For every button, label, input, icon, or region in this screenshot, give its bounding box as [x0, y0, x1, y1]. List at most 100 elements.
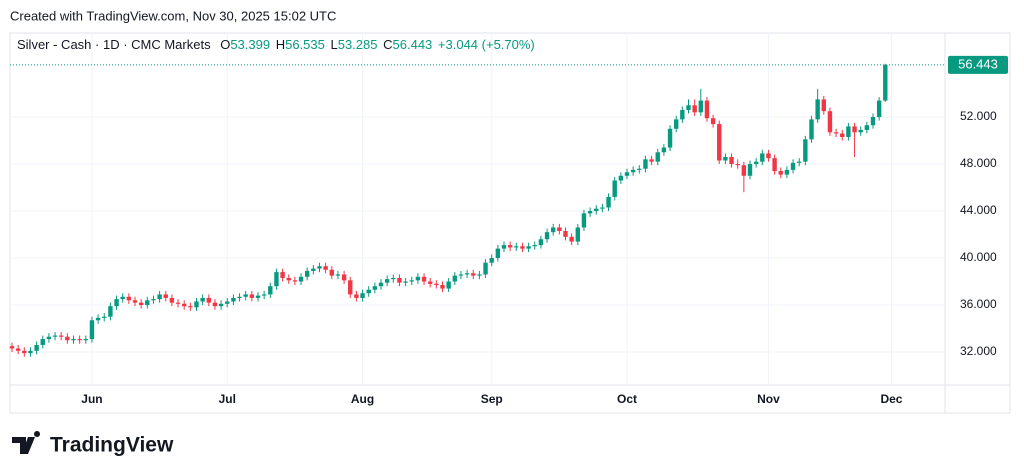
candle-body — [464, 273, 470, 275]
y-tick-label: 40.000 — [960, 250, 997, 264]
candle-body — [630, 169, 636, 173]
candle-body — [624, 172, 630, 176]
logo: TradingView — [12, 430, 174, 457]
candle-body — [65, 336, 70, 341]
candle-body — [28, 350, 33, 354]
candle-body — [594, 208, 599, 212]
y-tick-label: 48.000 — [960, 156, 997, 170]
candle-body — [15, 348, 21, 351]
candle-body — [200, 297, 205, 302]
candle-body — [169, 297, 175, 303]
candle-body — [188, 306, 193, 308]
candle-body — [557, 227, 562, 231]
candle-body — [797, 161, 802, 163]
last-price-label: 56.443 — [958, 56, 998, 71]
candle-body — [323, 266, 328, 270]
candle-body — [858, 129, 863, 133]
candle-body — [409, 280, 414, 282]
candle-body — [311, 268, 316, 271]
candle-body — [680, 109, 685, 120]
candle-body — [686, 105, 691, 110]
candle-body — [710, 118, 716, 125]
candle-body — [440, 285, 445, 289]
candle-body — [643, 159, 648, 169]
candle-body — [249, 294, 255, 298]
candle-body — [575, 227, 580, 242]
candle-body — [827, 111, 833, 133]
candle-body — [378, 282, 384, 287]
candle-body — [182, 303, 187, 307]
last-price-tag — [948, 55, 1008, 74]
candle-body — [778, 171, 783, 175]
legend: Silver - Cash · 1D · CMC Markets O53.399… — [17, 37, 535, 52]
candle-body — [876, 100, 882, 118]
candle-body — [563, 230, 568, 237]
candle-body — [723, 156, 728, 161]
candle-body — [446, 281, 451, 289]
candle-body — [538, 239, 544, 246]
candle-body — [581, 213, 587, 228]
candle-body — [354, 294, 359, 298]
candle-body — [138, 302, 144, 305]
candle-body — [348, 280, 353, 295]
candle-body — [735, 164, 740, 166]
pane-frame — [9, 32, 1011, 414]
candle-body — [821, 99, 826, 112]
x-tick-label: Aug — [351, 392, 374, 406]
ohlc-value: 56.443 — [393, 37, 433, 52]
candle-body — [883, 64, 888, 101]
x-tick-label: Dec — [880, 392, 902, 406]
candle-body — [864, 125, 870, 130]
candle-body — [175, 302, 181, 304]
candle-body — [384, 279, 390, 283]
candle-body — [231, 297, 236, 302]
candle-body — [108, 306, 113, 317]
candle-body — [526, 246, 531, 249]
candle-body — [661, 147, 667, 153]
candle-body — [9, 346, 15, 349]
candle-body — [784, 169, 790, 175]
candle-body — [753, 161, 759, 165]
candle-body — [667, 128, 673, 148]
candle-body — [280, 272, 285, 278]
candle-body — [255, 295, 261, 298]
candle-body — [261, 294, 267, 296]
candle-body — [532, 245, 537, 247]
candle-body — [415, 276, 421, 281]
y-tick-label: 36.000 — [960, 297, 997, 311]
candle-body — [40, 339, 45, 345]
candle-body — [83, 339, 88, 341]
candle-body — [372, 286, 378, 290]
candle-body — [655, 152, 660, 162]
x-tick-label: Jun — [81, 392, 102, 406]
candle-body — [501, 245, 507, 249]
candle-body — [397, 277, 402, 283]
candle-body — [329, 269, 334, 276]
candle-body — [587, 211, 593, 214]
candle-body — [704, 100, 710, 119]
candle-body — [59, 335, 64, 337]
candle-body — [298, 276, 304, 282]
candle-body — [741, 165, 747, 176]
candle-body — [772, 158, 777, 172]
candle-body — [243, 294, 248, 297]
candle-body — [403, 281, 408, 283]
candle-body — [286, 277, 291, 281]
ohlc-value: 53.285 — [338, 37, 378, 52]
candle-body — [434, 283, 439, 286]
x-tick-label: Nov — [757, 392, 780, 406]
ohlc-key: H — [276, 37, 285, 52]
candle-body — [114, 299, 119, 307]
candle-body — [34, 344, 39, 351]
candle-body — [194, 301, 199, 308]
x-tick-label: Sep — [481, 392, 503, 406]
x-tick-label: Oct — [617, 392, 637, 406]
candle-body — [452, 275, 457, 282]
candle-body — [612, 180, 617, 197]
candle-body — [458, 274, 464, 276]
candle-body — [157, 294, 162, 300]
candle-body — [495, 248, 501, 259]
candle-body — [268, 286, 273, 295]
candle-body — [22, 350, 27, 354]
y-tick-label: 52.000 — [960, 109, 997, 123]
